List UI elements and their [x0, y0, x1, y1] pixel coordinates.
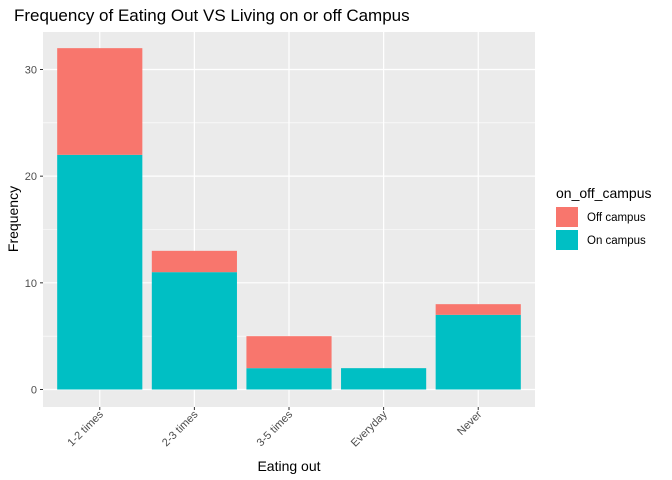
bar-off-campus [57, 48, 143, 155]
x-tick-label: Never [455, 408, 484, 437]
chart-title: Frequency of Eating Out VS Living on or … [14, 6, 410, 25]
x-axis-title: Eating out [257, 458, 320, 474]
legend-key-off-campus [556, 207, 578, 227]
y-axis: 0 10 20 30 [25, 64, 43, 397]
legend-key-on-campus [556, 230, 578, 250]
bar-on-campus [57, 154, 143, 390]
bar-off-campus [246, 336, 332, 369]
y-axis-title: Frequency [5, 186, 21, 252]
x-tick-label: 2-3 times [160, 408, 201, 449]
legend-label: On campus [587, 235, 646, 247]
x-tick-label: 3-5 times [255, 408, 296, 449]
legend-label: Off campus [587, 212, 646, 224]
y-tick-label: 0 [31, 385, 37, 397]
legend-title: on_off_campus [556, 185, 651, 201]
y-tick-label: 20 [25, 171, 37, 183]
bar-on-campus [435, 314, 521, 390]
bar-on-campus [341, 368, 427, 390]
y-tick-label: 10 [25, 278, 37, 290]
bar-on-campus [246, 368, 332, 390]
x-axis: 1-2 times 2-3 times 3-5 times Everyday Never [65, 407, 485, 450]
bar-off-campus [435, 304, 521, 315]
bar-on-campus [151, 272, 237, 390]
bars [57, 48, 521, 390]
y-tick-label: 30 [25, 64, 37, 76]
x-tick-label: 1-2 times [65, 408, 106, 449]
legend: on_off_campus Off campus On campus [556, 185, 651, 250]
x-tick-label: Everyday [349, 408, 390, 449]
bar-off-campus [151, 250, 237, 273]
